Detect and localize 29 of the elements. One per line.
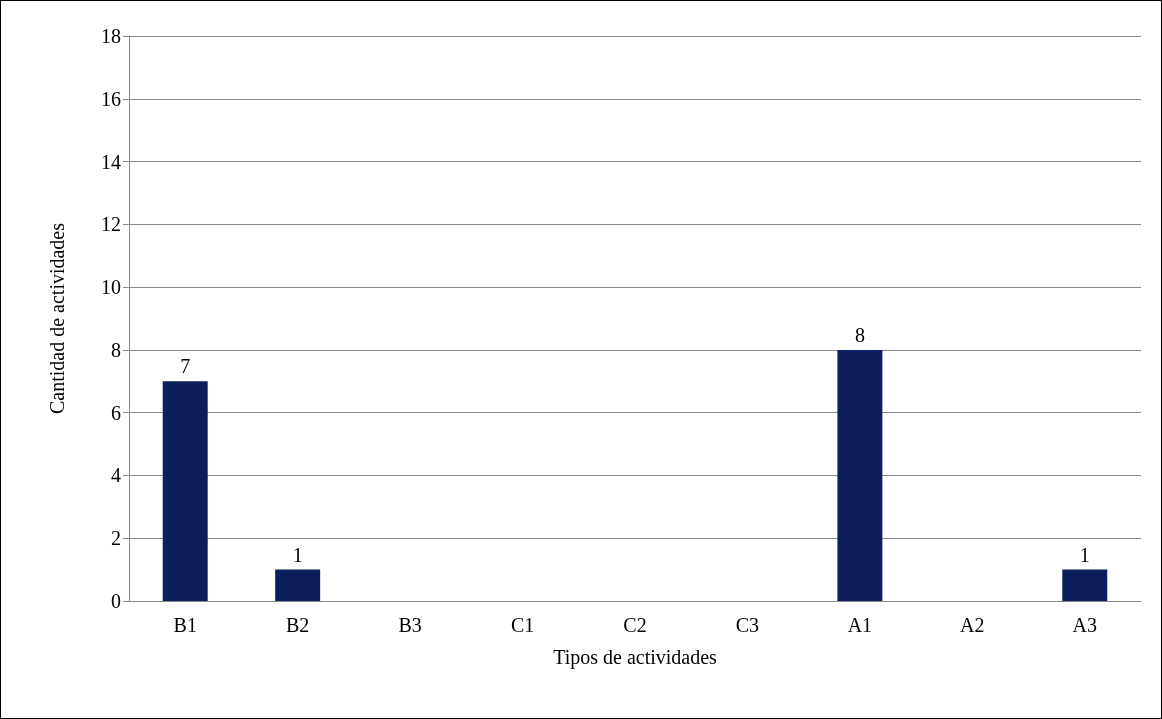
x-tick-label: A3 (1072, 614, 1097, 636)
x-tick-label: C1 (510, 614, 535, 636)
x-tick-label: C2 (623, 614, 647, 636)
y-tick-label: 0 (111, 590, 121, 612)
x-tick-label: B3 (398, 614, 422, 636)
x-tick-label: B2 (285, 614, 310, 636)
data-label: 1 (292, 543, 303, 566)
x-axis-title: Tipos de actividades (553, 646, 718, 669)
y-tick-label: 18 (101, 25, 121, 47)
bar (1062, 569, 1108, 601)
y-tick-label: 12 (101, 213, 121, 236)
y-axis-title: Cantidad de actividades (46, 222, 68, 415)
data-label: 1 (1079, 543, 1090, 566)
data-label: 7 (180, 355, 191, 378)
y-tick-label: 2 (111, 527, 121, 550)
y-tick-label: 10 (101, 276, 121, 299)
bar (837, 349, 883, 601)
y-tick-label: 16 (101, 87, 121, 110)
y-tick-label: 6 (111, 401, 121, 424)
x-tick-label: A1 (847, 614, 873, 636)
data-label: 8 (854, 323, 865, 346)
y-tick-label: 14 (101, 150, 121, 173)
x-tick-label: C3 (735, 614, 760, 636)
x-tick-label: B1 (173, 614, 197, 636)
bar (162, 381, 208, 601)
x-tick-label: A2 (960, 614, 985, 636)
y-tick-label: 4 (111, 464, 121, 487)
y-tick-label: 8 (111, 338, 121, 361)
bar (275, 569, 321, 601)
